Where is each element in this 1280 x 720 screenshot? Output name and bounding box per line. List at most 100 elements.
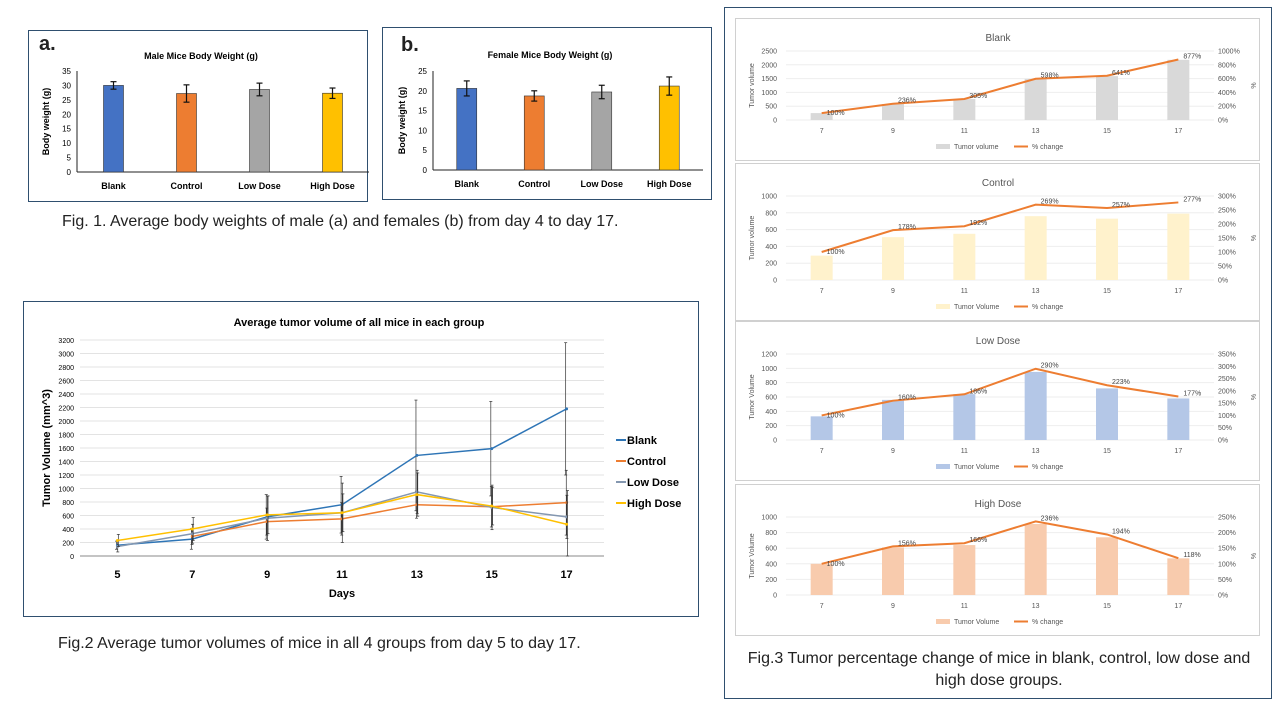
x-tick-label: 17 xyxy=(1174,128,1182,135)
bar xyxy=(810,255,833,280)
y2-tick-label: 600% xyxy=(1218,76,1236,83)
x-tick-label: 11 xyxy=(961,603,968,610)
bar xyxy=(1024,524,1047,595)
data-label: 100% xyxy=(827,412,845,419)
data-label: 236% xyxy=(898,98,916,105)
y-tick-label: 400 xyxy=(765,409,777,416)
data-label: 305% xyxy=(969,93,987,100)
chart-title: Blank xyxy=(985,33,1011,44)
y-tick-label: 3000 xyxy=(58,352,74,359)
x-tick-label: 17 xyxy=(560,569,572,581)
y2-axis-label: % xyxy=(1251,235,1258,241)
data-point xyxy=(115,538,119,542)
y2-tick-label: 250% xyxy=(1218,515,1236,522)
legend-label: % change xyxy=(1032,619,1063,626)
y2-tick-label: 100% xyxy=(1218,413,1236,420)
y-tick-label: 1000 xyxy=(761,366,777,373)
data-label: 178% xyxy=(898,224,916,231)
bar xyxy=(1096,388,1118,440)
bar xyxy=(1024,216,1047,280)
y-axis-label: Tumor volume xyxy=(749,63,756,108)
chart-title: Low Dose xyxy=(976,336,1021,347)
y2-tick-label: 0% xyxy=(1218,593,1228,600)
bar xyxy=(658,85,680,171)
fig3-caption: Fig.3 Tumor percentage change of mice in… xyxy=(747,650,1251,689)
x-axis-label: Days xyxy=(329,588,355,600)
legend-swatch xyxy=(936,464,950,469)
x-tick-label: High Dose xyxy=(310,181,355,191)
y-tick-label: 0 xyxy=(773,438,777,445)
data-label: 166% xyxy=(969,537,987,544)
y2-tick-label: 250% xyxy=(1218,376,1236,383)
y-tick-label: 35 xyxy=(62,67,71,76)
y-tick-label: 200 xyxy=(765,261,777,268)
x-tick-label: 15 xyxy=(1103,128,1111,135)
data-label: 269% xyxy=(1041,199,1059,206)
y2-tick-label: 200% xyxy=(1218,388,1236,395)
y-axis-label: Body weight (g) xyxy=(397,87,407,155)
data-label: 160% xyxy=(898,395,916,402)
tumor-volume-panel: Average tumor volume of all mice in each… xyxy=(23,301,699,617)
data-label: 277% xyxy=(1183,196,1201,203)
y-tick-label: 1600 xyxy=(58,446,74,453)
x-tick-label: 7 xyxy=(820,448,824,455)
y2-tick-label: 0% xyxy=(1218,438,1228,445)
y-tick-label: 1500 xyxy=(761,76,777,83)
chart-title: Male Mice Body Weight (g) xyxy=(144,51,258,61)
percent-line xyxy=(821,520,1179,565)
y-tick-label: 20 xyxy=(62,110,71,119)
bar xyxy=(953,394,976,440)
y-tick-label: 2200 xyxy=(58,406,74,413)
female-weight-panel: b. Female Mice Body Weight (g) 0 5 10 15 20 25… xyxy=(382,27,712,200)
fig1-caption: Fig. 1. Average body weights of male (a)… xyxy=(62,213,619,230)
legend-label: Tumor Volume xyxy=(954,464,999,471)
y2-tick-label: 300% xyxy=(1218,194,1236,201)
data-label: 192% xyxy=(969,220,987,227)
panel-letter-b: b. xyxy=(401,34,419,56)
female-weight-chart: Female Mice Body Weight (g) 0 5 10 15 20 25 Bod… xyxy=(397,50,703,189)
bar xyxy=(882,103,904,120)
y-tick-label: 0 xyxy=(773,593,777,600)
data-label: 100% xyxy=(827,249,845,256)
y-tick-label: 1000 xyxy=(761,90,777,97)
x-tick-label: Blank xyxy=(454,179,480,189)
data-label: 177% xyxy=(1183,391,1201,398)
y-tick-label: 30 xyxy=(62,81,71,90)
x-tick-label: 9 xyxy=(891,603,895,610)
bar xyxy=(249,89,270,173)
y2-tick-label: 400% xyxy=(1218,90,1236,97)
y-tick-label: 1800 xyxy=(58,433,74,440)
y2-tick-label: 0% xyxy=(1218,118,1228,125)
x-tick-label: High Dose xyxy=(647,179,692,189)
x-tick-label: 11 xyxy=(961,448,968,455)
bar xyxy=(810,563,833,595)
data-point xyxy=(565,407,569,411)
y-tick-label: 200 xyxy=(765,423,777,430)
y-tick-label: 600 xyxy=(62,514,74,521)
data-point xyxy=(415,453,419,457)
legend-swatch xyxy=(936,619,950,624)
y2-tick-label: 250% xyxy=(1218,208,1236,215)
data-label: 641% xyxy=(1112,70,1130,77)
y-tick-label: 2000 xyxy=(761,62,777,69)
y-tick-label: 0 xyxy=(773,278,777,285)
legend-label: High Dose xyxy=(627,498,681,510)
x-tick-label: 11 xyxy=(961,288,968,295)
bar xyxy=(953,545,976,595)
x-tick-label: Control xyxy=(171,181,203,191)
bar xyxy=(1167,398,1190,440)
chart-high-dose: High Dose 0 200 400 600 800 1000 0% 50% 100% 150% 2… xyxy=(735,484,1260,636)
x-tick-label: 5 xyxy=(114,569,120,581)
x-tick-label: 7 xyxy=(820,128,824,135)
data-label: 156% xyxy=(898,540,916,547)
bar xyxy=(953,233,976,280)
y-tick-label: 800 xyxy=(765,210,777,217)
y-tick-label: 800 xyxy=(765,380,777,387)
y-tick-label: 800 xyxy=(765,530,777,537)
y-tick-label: 1400 xyxy=(58,460,74,467)
y2-tick-label: 50% xyxy=(1218,577,1232,584)
x-tick-label: 15 xyxy=(1103,288,1111,295)
data-label: 223% xyxy=(1112,379,1130,386)
bar xyxy=(953,99,976,120)
bar xyxy=(523,95,545,171)
